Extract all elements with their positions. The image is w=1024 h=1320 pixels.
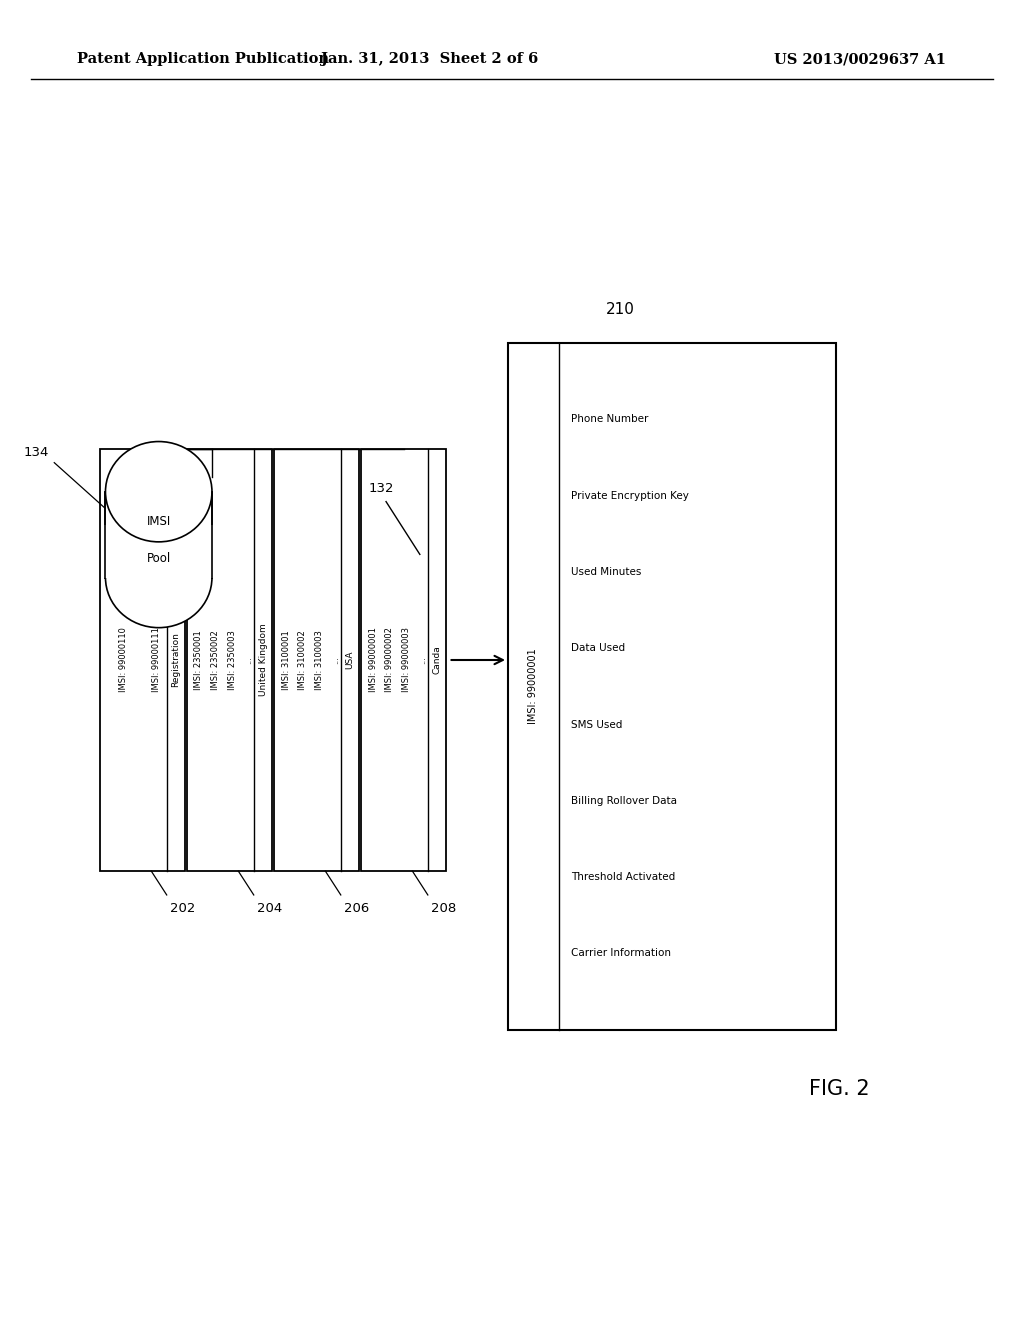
Text: 206: 206 xyxy=(344,902,369,915)
Text: IMSI: 3100001: IMSI: 3100001 xyxy=(282,630,291,690)
Text: Jan. 31, 2013  Sheet 2 of 6: Jan. 31, 2013 Sheet 2 of 6 xyxy=(322,53,539,66)
Text: IMSI: 2350001: IMSI: 2350001 xyxy=(195,630,204,690)
Text: Private Encryption Key: Private Encryption Key xyxy=(571,491,689,500)
Text: IMSI: 99000002: IMSI: 99000002 xyxy=(385,627,394,693)
Text: 208: 208 xyxy=(431,902,456,915)
Text: ...: ... xyxy=(331,656,340,664)
Text: IMSI: 2350002: IMSI: 2350002 xyxy=(211,630,220,690)
Ellipse shape xyxy=(105,528,212,627)
Text: Data Used: Data Used xyxy=(571,643,625,653)
Text: United Kingdom: United Kingdom xyxy=(258,623,267,697)
Bar xyxy=(361,449,446,871)
Text: IMSI: 99000111: IMSI: 99000111 xyxy=(153,627,161,693)
Text: IMSI: 3100003: IMSI: 3100003 xyxy=(314,630,324,690)
Bar xyxy=(105,492,212,578)
Text: Carrier Information: Carrier Information xyxy=(571,948,671,958)
Bar xyxy=(187,449,272,871)
Text: SMS Used: SMS Used xyxy=(571,719,623,730)
Text: IMSI: 99000001: IMSI: 99000001 xyxy=(369,627,378,693)
Text: Pool: Pool xyxy=(146,552,171,565)
Text: 210: 210 xyxy=(606,302,635,317)
Text: Threshold Activated: Threshold Activated xyxy=(571,873,675,882)
Text: 134: 134 xyxy=(24,446,49,458)
Text: IMSI: 2350003: IMSI: 2350003 xyxy=(227,630,237,690)
Text: ...: ... xyxy=(418,656,427,664)
Text: ...: ... xyxy=(244,656,253,664)
Text: IMSI: 3100002: IMSI: 3100002 xyxy=(298,630,307,690)
Bar xyxy=(508,343,836,1030)
Ellipse shape xyxy=(105,441,212,541)
Bar xyxy=(274,449,359,871)
Text: 132: 132 xyxy=(369,482,394,495)
Text: 204: 204 xyxy=(257,902,282,915)
Text: USA: USA xyxy=(345,651,354,669)
Text: IMSI: 99000003: IMSI: 99000003 xyxy=(401,627,411,693)
Bar xyxy=(100,449,185,871)
Text: 202: 202 xyxy=(170,902,196,915)
Text: US 2013/0029637 A1: US 2013/0029637 A1 xyxy=(774,53,946,66)
Text: Canda: Canda xyxy=(432,645,441,675)
Text: Used Minutes: Used Minutes xyxy=(571,568,641,577)
Text: IMSI: IMSI xyxy=(146,515,171,528)
Text: Registration: Registration xyxy=(171,632,180,688)
Text: FIG. 2: FIG. 2 xyxy=(809,1078,870,1100)
Text: Billing Rollover Data: Billing Rollover Data xyxy=(571,796,677,805)
Text: IMSI: 99000110: IMSI: 99000110 xyxy=(119,627,128,693)
Text: Patent Application Publication: Patent Application Publication xyxy=(77,53,329,66)
Text: Phone Number: Phone Number xyxy=(571,414,648,425)
Text: IMSI: 99000001: IMSI: 99000001 xyxy=(528,648,539,725)
Bar xyxy=(102,524,215,578)
